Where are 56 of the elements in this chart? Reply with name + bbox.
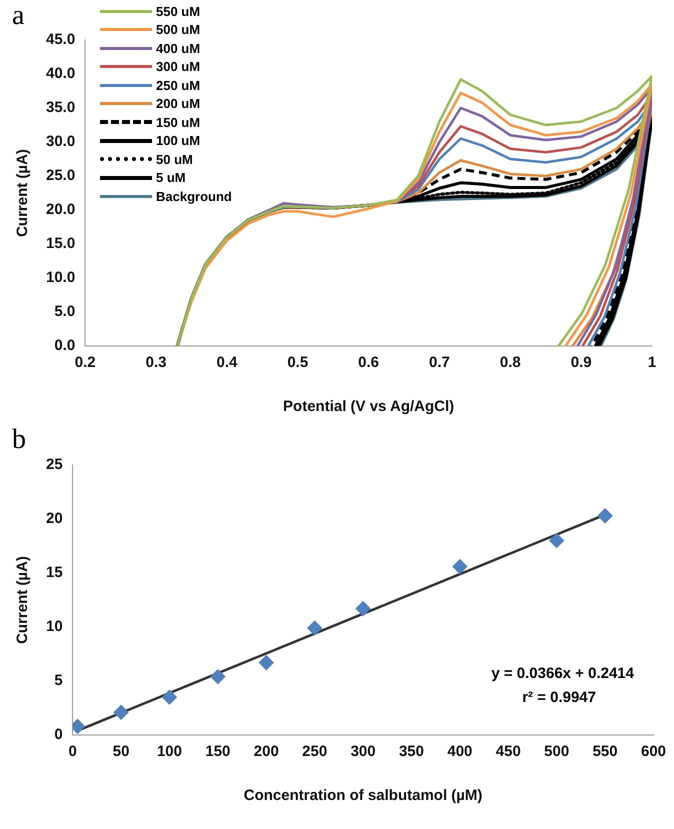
annotation: r² = 0.9947 [522, 689, 596, 706]
annotation: y = 0.0366x + 0.2414 [491, 665, 634, 682]
y-tick-label: 5.0 [54, 303, 76, 320]
y-tick-label: 10.0 [46, 269, 76, 286]
x-tick-label: 0.2 [74, 354, 96, 372]
legend-label: 400 uM [156, 40, 200, 56]
legend-label: 550 uM [156, 4, 200, 19]
legend-label: 250 uM [156, 78, 200, 93]
x-axis-title: Concentration of salbutamol (µM) [244, 787, 482, 804]
x-tick-label: 100 [156, 743, 182, 760]
x-tick-label: 600 [640, 743, 666, 760]
x-tick-label: 0.4 [216, 354, 238, 372]
y-tick-label: 15 [46, 564, 63, 582]
x-tick-label: 250 [302, 743, 328, 760]
y-tick-label: 10 [46, 618, 63, 636]
y-tick-label: 5 [54, 672, 63, 690]
x-tick-label: 0.9 [570, 354, 592, 372]
y-tick-label: 35.0 [46, 99, 76, 116]
x-tick-label: 0.5 [287, 354, 308, 372]
y-axis-title: Current (µA) [14, 556, 32, 644]
y-tick-label: 20 [46, 510, 63, 528]
y-tick-label: 30.0 [46, 133, 76, 150]
x-tick-label: 500 [544, 743, 570, 760]
text: b [12, 424, 26, 456]
legend-label: 200 uM [156, 96, 200, 112]
legend-label: 300 uM [156, 59, 200, 74]
x-tick-label: 0.3 [146, 354, 166, 372]
y-tick-label: 25 [46, 456, 63, 474]
legend-label: 5 uM [156, 170, 186, 186]
legend-label: 100 uM [156, 133, 200, 148]
y-tick-label: 40.0 [46, 65, 76, 82]
x-tick-label: 150 [205, 743, 230, 760]
y-tick-label: 0 [54, 726, 63, 744]
x-tick-label: 300 [350, 743, 376, 760]
x-tick-label: 200 [254, 743, 279, 760]
y-axis-title: Current (µA) [14, 149, 32, 237]
y-tick-label: 45.0 [46, 31, 76, 48]
x-tick-label: 1 [648, 354, 656, 372]
x-tick-label: 0.7 [429, 354, 450, 372]
legend-label: 500 uM [156, 22, 200, 38]
x-tick-label: 350 [398, 743, 424, 760]
text: a [12, 0, 24, 32]
y-tick-label: 15.0 [46, 235, 76, 252]
y-tick-label: 20.0 [46, 201, 76, 218]
x-tick-label: 450 [496, 743, 521, 760]
y-tick-label: 25.0 [46, 167, 76, 184]
legend-label: 150 uM [156, 114, 200, 130]
x-tick-label: 550 [592, 743, 618, 760]
x-tick-label: 0.6 [358, 354, 380, 372]
legend-label: 50 uM [156, 152, 193, 167]
x-tick-label: 50 [112, 743, 130, 760]
x-tick-label: 0.8 [500, 354, 521, 372]
x-axis-title: Potential (V vs Ag/AgCl) [283, 398, 454, 416]
x-tick-label: 400 [447, 743, 472, 760]
y-tick-label: 0.0 [54, 337, 76, 354]
legend-label: Background [156, 188, 232, 204]
